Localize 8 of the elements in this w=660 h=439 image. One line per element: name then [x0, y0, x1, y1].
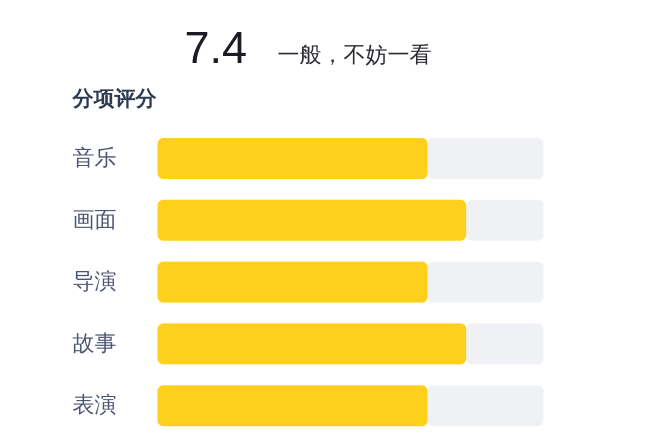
chart-subtitle: 一般，不妨一看 [278, 43, 432, 68]
text: 分项评分 [72, 86, 158, 110]
chart-title: 7.4 [184, 22, 248, 73]
y-tick-label: 导演 [72, 270, 116, 295]
y-tick-label: 画面 [72, 208, 116, 233]
y-tick-label: 故事 [72, 331, 116, 356]
y-tick-label: 表演 [72, 393, 116, 418]
y-tick-label: 音乐 [72, 146, 116, 171]
